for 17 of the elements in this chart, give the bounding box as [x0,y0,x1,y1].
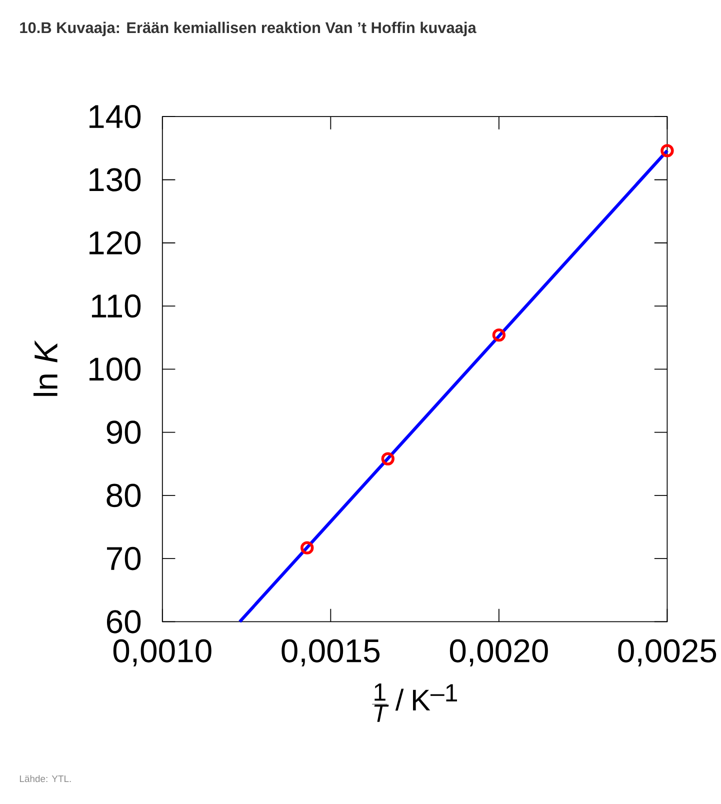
text: Lähde: YTL. [20,775,71,782]
y-tick-label: 70 [107,546,141,570]
x-tick-label: 0,0010 [113,639,212,666]
y-axis-title: ln K [33,340,58,396]
x-tick-label: 0,0015 [282,639,380,666]
y-tick-label: 110 [92,294,141,318]
x-tick-label: 0,0020 [450,639,548,666]
x-tick-label: 0,0025 [618,639,716,666]
y-tick-label: 120 [90,231,141,255]
y-tick-label: 100 [90,358,141,381]
y-tick-label: 60 [106,610,141,634]
y-tick-label: 140 [90,104,141,128]
y-tick-label: 130 [90,168,141,192]
y-tick-label: 80 [106,484,141,508]
y-tick-label: 90 [106,420,141,444]
chart-title: 10.B Kuvaaja: Erään kemiallisen reaktion Van ’t Hoffin kuvaaja [20,22,476,36]
x-axis-title: $\frac{\mathrm{1}}{T}\;/\;\mathrm{K}^{-\mathrm{1}}$ [372,683,457,722]
